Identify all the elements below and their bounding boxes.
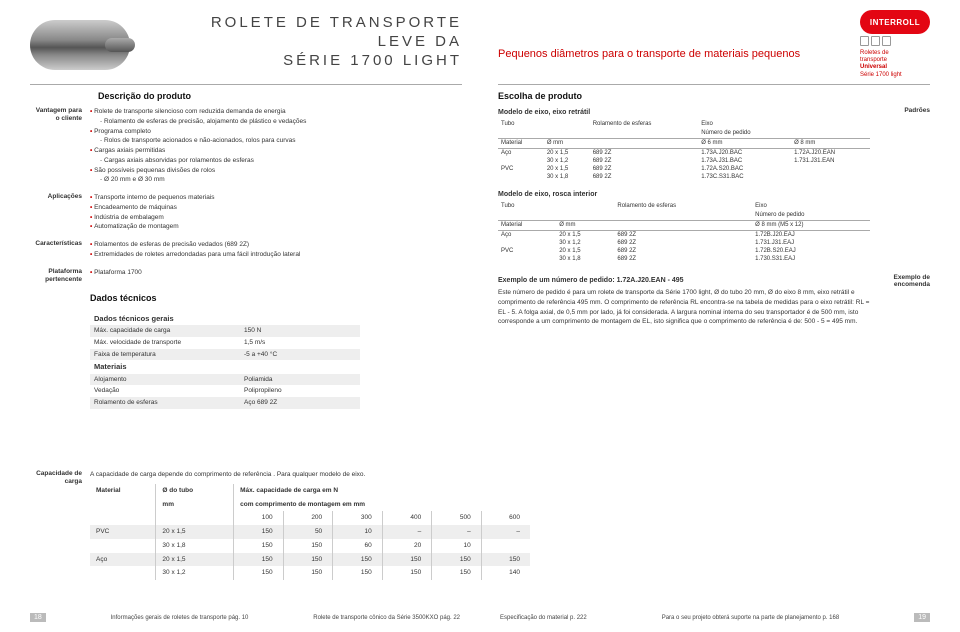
exemplo-header: Exemplo de um número de pedido: 1.72A.J2… [498, 277, 870, 284]
capacity-section: Capacidade de carga A capacidade de carg… [30, 470, 940, 588]
plat-body: Plataforma 1700 [90, 268, 462, 285]
page-number-right: 19 [914, 613, 930, 622]
capacity-table: Material Ø do tubo Máx. capacidade de ca… [90, 484, 530, 580]
modelA-title: Modelo de eixo, eixo retrátil [498, 109, 870, 116]
dados-title: Dados técnicos [90, 292, 462, 306]
tech-table: Dados técnicos gerais Máx. capacidade de… [90, 312, 360, 409]
plat-label: Plataforma pertencente [30, 268, 90, 285]
vantagem-body: Rolete de transporte silencioso com redu… [90, 107, 462, 185]
modelB-table: TuboRolamento de esferasEixo Número de p… [498, 202, 870, 263]
aplic-body: Transporte interno de pequenos materiais… [90, 193, 462, 232]
brand-sub: Roletes detransporte UniversalSérie 1700… [860, 50, 930, 79]
header: ROLETE DE TRANSPORTE LEVE DA SÉRIE 1700 … [30, 10, 462, 80]
capacity-label: Capacidade de carga [30, 470, 90, 580]
page-number-left: 18 [30, 613, 46, 622]
footer-left: 18 Informações gerais de roletes de tran… [30, 613, 460, 622]
footer-right: Especificação do material p. 222 Para o … [500, 613, 930, 622]
carac-body: Rolamentos de esferas de precisão vedado… [90, 240, 462, 260]
header-right: Pequenos diâmetros para o transporte de … [498, 10, 930, 80]
exemplo-label: Exemplo de encomenda [886, 274, 930, 288]
modelB-title: Modelo de eixo, rosca interior [498, 191, 870, 198]
escolha-title: Escolha de produto [498, 91, 930, 101]
exemplo-text: Este número de pedido é para um rolete d… [498, 288, 870, 327]
vantagem-label: Vantagem para o cliente [30, 107, 90, 185]
subtitle: Pequenos diâmetros para o transporte de … [498, 10, 852, 80]
product-icons [860, 36, 891, 46]
padroes-label: Padrões [886, 107, 930, 114]
brand-logo: INTERROLL [860, 10, 930, 34]
carac-label: Características [30, 240, 90, 260]
modelA-table: TuboRolamento de esferasEixo Número de p… [498, 120, 870, 181]
descricao-title: Descrição do produto [98, 91, 462, 101]
main-title: ROLETE DE TRANSPORTE LEVE DA SÉRIE 1700 … [142, 14, 462, 70]
aplic-label: Aplicações [30, 193, 90, 232]
roller-image [30, 20, 130, 70]
